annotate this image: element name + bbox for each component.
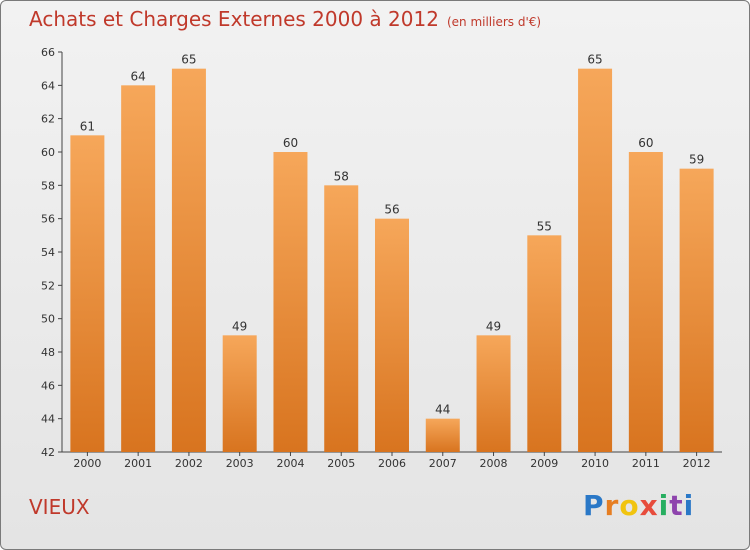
- bars-group: [70, 68, 714, 453]
- y-tick-label: 58: [41, 179, 55, 192]
- bar-2008: [476, 335, 511, 452]
- x-tick-label: 2007: [429, 457, 457, 470]
- value-label: 49: [232, 319, 247, 333]
- y-tick-label: 54: [41, 246, 55, 259]
- y-tick-label: 50: [41, 313, 55, 326]
- y-tick-label: 52: [41, 279, 55, 292]
- x-tick-label: 2002: [175, 457, 203, 470]
- value-label: 65: [587, 53, 602, 67]
- bar-2012: [679, 168, 714, 452]
- axes: 42 44 46 48 50 52 54 56 58 60 62 64 66 2000 2001 2002 20…: [41, 46, 722, 470]
- x-tick-label: 2011: [632, 457, 660, 470]
- value-label: 56: [384, 203, 399, 217]
- x-tick-label: 2001: [124, 457, 152, 470]
- bar-2005: [324, 185, 359, 453]
- bar-2003: [222, 335, 257, 452]
- value-label: 61: [80, 119, 95, 133]
- value-label: 59: [689, 153, 704, 167]
- x-tick-label: 2004: [276, 457, 304, 470]
- x-tick-label: 2010: [581, 457, 609, 470]
- value-labels-group: 61 64 65 49 60 58 56 44 49 55 65 60 59: [80, 53, 705, 417]
- y-tick-label: 48: [41, 346, 55, 359]
- y-tick-label: 62: [41, 113, 55, 126]
- bar-2010: [578, 68, 613, 453]
- bar-2002: [171, 68, 206, 453]
- brand-logo[interactable]: Proxiti: [583, 489, 695, 522]
- chart-title: Achats et Charges Externes 2000 à 2012 (e…: [29, 7, 541, 31]
- y-tick-label: 46: [41, 379, 55, 392]
- value-label: 60: [638, 136, 653, 150]
- commune-name: VIEUX: [29, 495, 90, 519]
- y-tick-label: 60: [41, 146, 55, 159]
- bar-2000: [70, 135, 105, 453]
- value-label: 49: [486, 319, 501, 333]
- bar-2006: [375, 218, 409, 452]
- y-tick-label: 66: [41, 46, 55, 59]
- x-tick-label: 2009: [530, 457, 558, 470]
- x-tick-label: 2000: [73, 457, 101, 470]
- bar-2007: [425, 418, 460, 452]
- value-label: 65: [181, 53, 196, 67]
- x-tick-label: 2012: [683, 457, 711, 470]
- bar-2011: [628, 152, 663, 452]
- value-label: 60: [283, 136, 298, 150]
- x-tick-label: 2006: [378, 457, 406, 470]
- bar-2009: [527, 235, 562, 452]
- x-tick-label: 2005: [327, 457, 355, 470]
- y-tick-label: 42: [41, 446, 55, 459]
- bar-2001: [121, 85, 156, 452]
- y-tick-label: 56: [41, 213, 55, 226]
- value-label: 44: [435, 403, 450, 417]
- chart-unit-label: (en milliers d'€): [446, 15, 542, 29]
- value-label: 58: [334, 169, 349, 183]
- x-tick-label: 2008: [480, 457, 508, 470]
- x-tick-label: 2003: [226, 457, 254, 470]
- bar-2004: [273, 152, 308, 452]
- value-label: 55: [537, 219, 552, 233]
- chart-title-text: Achats et Charges Externes 2000 à 2012: [29, 7, 439, 31]
- y-tick-label: 64: [41, 79, 55, 92]
- y-tick-label: 44: [41, 413, 55, 426]
- value-label: 64: [131, 69, 146, 83]
